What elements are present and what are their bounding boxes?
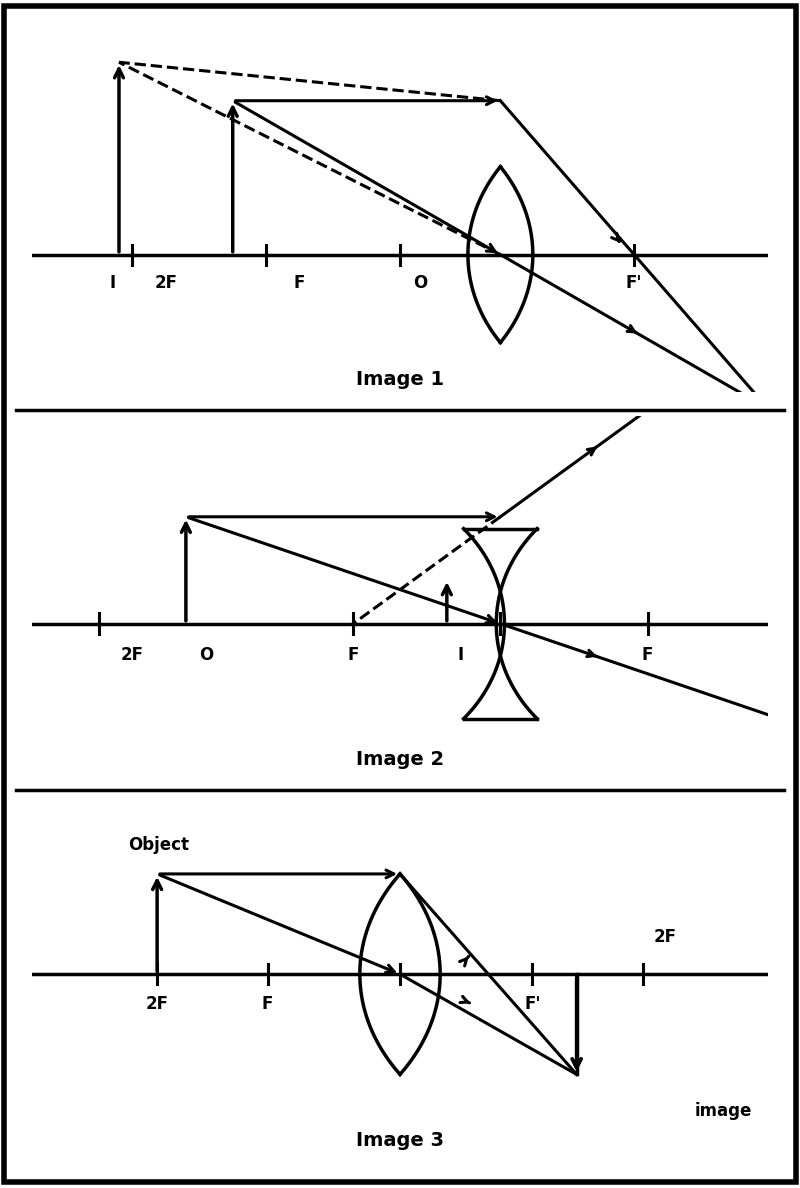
Text: 2F: 2F — [154, 274, 178, 292]
Text: F: F — [262, 996, 274, 1013]
Text: 2F: 2F — [121, 646, 144, 664]
Text: Object: Object — [128, 836, 189, 854]
Text: 2F: 2F — [654, 928, 677, 947]
Text: 2F: 2F — [146, 996, 169, 1013]
Text: image: image — [694, 1102, 752, 1120]
Text: I: I — [457, 646, 463, 664]
Text: Image 3: Image 3 — [356, 1131, 444, 1150]
Text: Image 2: Image 2 — [356, 751, 444, 770]
Text: O: O — [199, 646, 213, 664]
Text: F: F — [347, 646, 359, 664]
Text: I: I — [110, 274, 115, 292]
Text: O: O — [413, 274, 427, 292]
Text: F': F' — [524, 996, 541, 1013]
Text: F': F' — [626, 274, 642, 292]
Text: Image 1: Image 1 — [356, 371, 444, 390]
Text: F: F — [294, 274, 306, 292]
Text: F: F — [642, 646, 654, 664]
